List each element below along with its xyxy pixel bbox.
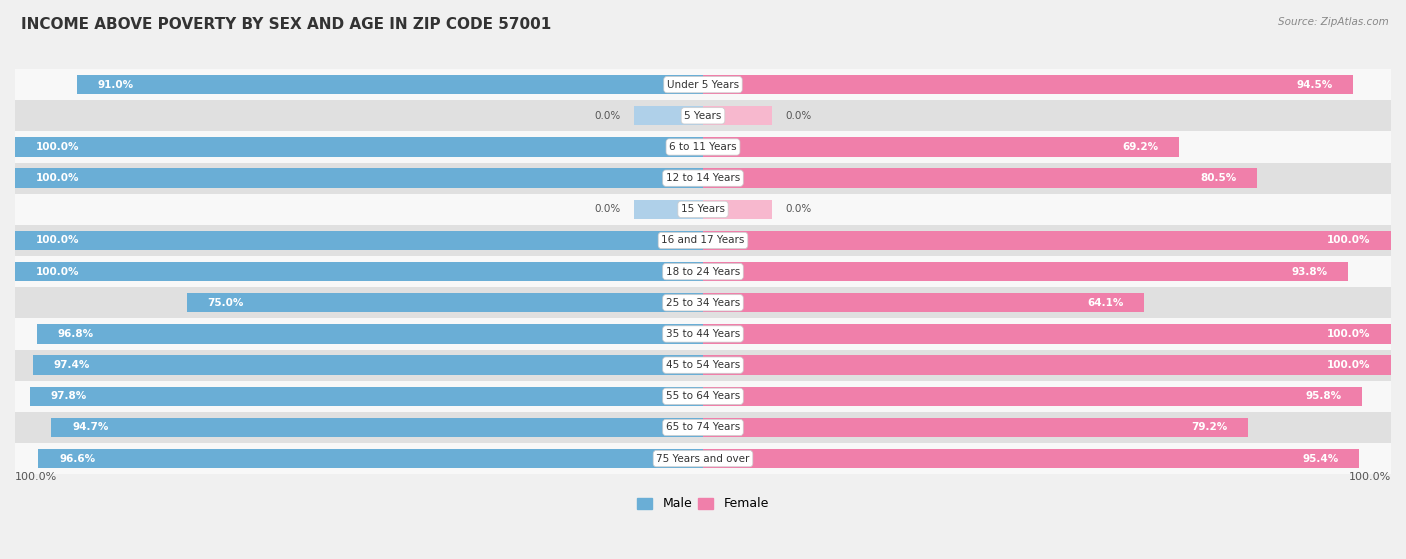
Bar bbox=[703, 75, 1353, 94]
Text: 100.0%: 100.0% bbox=[1327, 329, 1371, 339]
Bar bbox=[703, 449, 1360, 468]
Text: Under 5 Years: Under 5 Years bbox=[666, 79, 740, 89]
Text: 96.8%: 96.8% bbox=[58, 329, 94, 339]
Text: INCOME ABOVE POVERTY BY SEX AND AGE IN ZIP CODE 57001: INCOME ABOVE POVERTY BY SEX AND AGE IN Z… bbox=[21, 17, 551, 32]
Bar bbox=[15, 194, 1391, 225]
Text: 80.5%: 80.5% bbox=[1199, 173, 1236, 183]
Text: 55 to 64 Years: 55 to 64 Years bbox=[666, 391, 740, 401]
Text: 75.0%: 75.0% bbox=[208, 298, 245, 308]
Text: 100.0%: 100.0% bbox=[35, 142, 79, 152]
Bar bbox=[703, 324, 1391, 344]
Text: Source: ZipAtlas.com: Source: ZipAtlas.com bbox=[1278, 17, 1389, 27]
Text: 97.4%: 97.4% bbox=[53, 360, 90, 370]
Bar bbox=[32, 356, 703, 375]
Text: 12 to 14 Years: 12 to 14 Years bbox=[666, 173, 740, 183]
Text: 100.0%: 100.0% bbox=[35, 267, 79, 277]
Text: 91.0%: 91.0% bbox=[97, 79, 134, 89]
Bar bbox=[15, 100, 1391, 131]
Text: 18 to 24 Years: 18 to 24 Years bbox=[666, 267, 740, 277]
Bar bbox=[15, 168, 703, 188]
Text: 0.0%: 0.0% bbox=[786, 111, 811, 121]
Bar bbox=[703, 138, 1180, 157]
Text: 79.2%: 79.2% bbox=[1191, 423, 1227, 433]
Text: 6 to 11 Years: 6 to 11 Years bbox=[669, 142, 737, 152]
Bar bbox=[15, 262, 703, 281]
Text: 100.0%: 100.0% bbox=[35, 235, 79, 245]
Text: 97.8%: 97.8% bbox=[51, 391, 87, 401]
Text: 16 and 17 Years: 16 and 17 Years bbox=[661, 235, 745, 245]
Bar bbox=[703, 106, 772, 125]
Bar bbox=[15, 287, 1391, 319]
Bar bbox=[703, 200, 772, 219]
Text: 75 Years and over: 75 Years and over bbox=[657, 454, 749, 463]
Text: 95.4%: 95.4% bbox=[1302, 454, 1339, 463]
Text: 100.0%: 100.0% bbox=[1327, 360, 1371, 370]
Bar bbox=[15, 131, 1391, 163]
Bar bbox=[703, 262, 1348, 281]
Text: 95.8%: 95.8% bbox=[1305, 391, 1341, 401]
Legend: Male, Female: Male, Female bbox=[633, 492, 773, 515]
Bar bbox=[15, 319, 1391, 349]
Bar bbox=[15, 256, 1391, 287]
Text: 69.2%: 69.2% bbox=[1122, 142, 1159, 152]
Bar bbox=[187, 293, 703, 312]
Bar bbox=[30, 387, 703, 406]
Text: 96.6%: 96.6% bbox=[59, 454, 96, 463]
Bar bbox=[634, 106, 703, 125]
Bar bbox=[15, 231, 703, 250]
Text: 64.1%: 64.1% bbox=[1087, 298, 1123, 308]
Bar bbox=[703, 418, 1249, 437]
Bar bbox=[703, 168, 1257, 188]
Bar bbox=[703, 356, 1391, 375]
Bar bbox=[15, 163, 1391, 194]
Text: 0.0%: 0.0% bbox=[595, 204, 620, 214]
Text: 25 to 34 Years: 25 to 34 Years bbox=[666, 298, 740, 308]
Text: 94.5%: 94.5% bbox=[1296, 79, 1333, 89]
Bar bbox=[15, 381, 1391, 412]
Bar bbox=[38, 449, 703, 468]
Text: 5 Years: 5 Years bbox=[685, 111, 721, 121]
Bar bbox=[15, 69, 1391, 100]
Bar bbox=[703, 231, 1391, 250]
Text: 45 to 54 Years: 45 to 54 Years bbox=[666, 360, 740, 370]
Bar bbox=[15, 349, 1391, 381]
Bar bbox=[15, 225, 1391, 256]
Bar bbox=[703, 387, 1362, 406]
Text: 100.0%: 100.0% bbox=[35, 173, 79, 183]
Text: 100.0%: 100.0% bbox=[1348, 472, 1391, 482]
Text: 35 to 44 Years: 35 to 44 Years bbox=[666, 329, 740, 339]
Text: 100.0%: 100.0% bbox=[1327, 235, 1371, 245]
Bar bbox=[37, 324, 703, 344]
Text: 65 to 74 Years: 65 to 74 Years bbox=[666, 423, 740, 433]
Text: 0.0%: 0.0% bbox=[595, 111, 620, 121]
Bar bbox=[703, 293, 1144, 312]
Text: 94.7%: 94.7% bbox=[72, 423, 108, 433]
Bar bbox=[15, 412, 1391, 443]
Text: 93.8%: 93.8% bbox=[1292, 267, 1327, 277]
Bar bbox=[15, 138, 703, 157]
Bar bbox=[52, 418, 703, 437]
Text: 15 Years: 15 Years bbox=[681, 204, 725, 214]
Bar bbox=[15, 443, 1391, 474]
Text: 0.0%: 0.0% bbox=[786, 204, 811, 214]
Bar bbox=[77, 75, 703, 94]
Text: 100.0%: 100.0% bbox=[15, 472, 58, 482]
Bar bbox=[634, 200, 703, 219]
